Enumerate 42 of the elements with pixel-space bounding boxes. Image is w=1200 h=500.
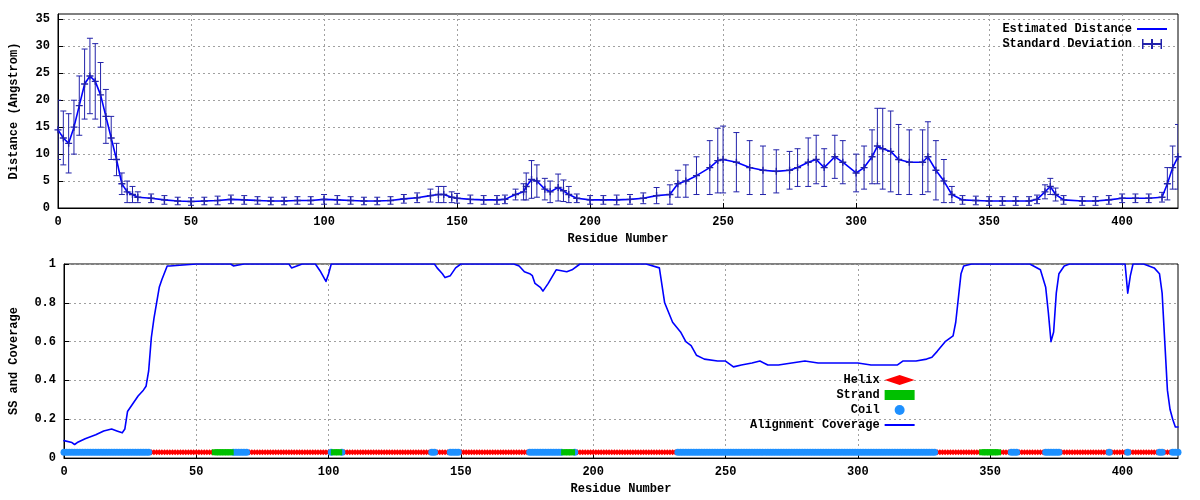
x-tick-label: 400 (1111, 465, 1134, 480)
legend-label: Alignment Coverage (750, 418, 880, 432)
y-tick-label: 20 (35, 93, 50, 108)
y-tick-label: 0.6 (34, 334, 56, 349)
x-tick-label: 0 (60, 465, 68, 480)
legend-label: Strand (836, 388, 880, 402)
x-tick-label: 300 (847, 465, 869, 480)
legend-label: Estimated Distance (1002, 22, 1132, 36)
x-tick-label: 200 (579, 215, 601, 229)
x-tick-label: 150 (450, 465, 472, 480)
y-tick-label: 0.2 (34, 412, 56, 427)
x-tick-label: 350 (979, 465, 1001, 480)
x-tick-label: 150 (446, 215, 468, 229)
x-tick-label: 50 (183, 215, 199, 229)
x-tick-label: 300 (845, 215, 867, 229)
y-tick-label: 0.4 (34, 373, 56, 388)
legend-label: Helix (843, 373, 880, 387)
x-tick-label: 200 (582, 465, 605, 480)
x-axis-title: Residue Number (570, 482, 672, 496)
y-tick-label: 15 (35, 120, 50, 135)
x-tick-label: 250 (714, 465, 737, 480)
y-tick-label: 30 (35, 39, 50, 54)
x-tick-label: 50 (189, 465, 204, 480)
line-series (63, 263, 1179, 446)
y-tick-label: 0 (48, 451, 56, 466)
x-tick-label: 400 (1111, 215, 1133, 229)
y-tick-label: 0.8 (34, 295, 56, 310)
y-tick-label: 25 (35, 66, 50, 81)
y-tick-label: 10 (35, 147, 50, 162)
x-tick-label: 100 (317, 465, 340, 480)
legend-label: Coil (850, 403, 880, 417)
y-tick-label: 0 (42, 201, 50, 215)
x-tick-label: 100 (313, 215, 335, 229)
y-axis-title: SS and Coverage (7, 307, 21, 416)
y-axis-title: Distance (Angstrom) (7, 42, 21, 180)
x-tick-label: 250 (712, 215, 734, 229)
y-tick-label: 1 (48, 257, 56, 271)
x-tick-label: 350 (978, 215, 1000, 229)
y-tick-label: 35 (35, 12, 50, 27)
x-axis-title: Residue Number (567, 231, 669, 246)
y-tick-label: 5 (42, 174, 50, 189)
legend-label: Standard Deviation (1002, 37, 1132, 51)
